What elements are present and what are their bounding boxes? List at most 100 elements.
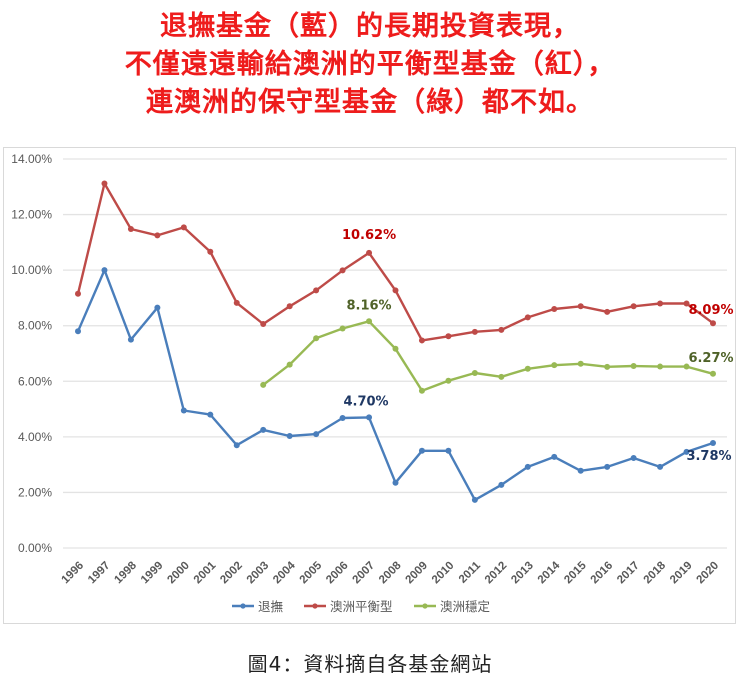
data-point-marker xyxy=(604,363,611,370)
x-axis-labels: 1996 1997 1998 1999 2000 2001 2002 2003 2004 2005… xyxy=(60,559,722,586)
data-point-marker xyxy=(260,426,267,433)
data-point-marker xyxy=(366,414,373,421)
x-tick-label: 2015 xyxy=(562,559,589,586)
data-point-marker xyxy=(551,362,558,369)
data-point-marker xyxy=(180,407,187,414)
data-point-marker xyxy=(207,248,214,255)
x-tick-label: 1997 xyxy=(86,560,113,587)
x-tick-label: 2010 xyxy=(430,560,457,587)
legend-label: 澳洲平衡型 xyxy=(330,599,393,614)
series-line xyxy=(76,268,714,502)
legend-label: 澳洲穩定 xyxy=(440,599,490,614)
data-point-marker xyxy=(313,287,320,294)
data-point-marker xyxy=(366,249,373,256)
legend-item-2: 澳洲穩定 xyxy=(414,599,490,614)
data-point-marker xyxy=(445,333,452,340)
series-line xyxy=(262,320,714,392)
legend-marker-icon xyxy=(422,603,428,609)
x-tick-label: 2004 xyxy=(271,559,298,586)
x-tick-label: 2011 xyxy=(457,559,484,586)
data-point-marker xyxy=(392,479,399,486)
x-tick-label: 1998 xyxy=(112,559,139,586)
data-point-marker xyxy=(498,373,505,380)
x-tick-label: 2003 xyxy=(245,560,272,587)
data-point-marker xyxy=(207,411,214,418)
legend: 退撫 澳洲平衡型 澳洲穩定 xyxy=(232,599,490,614)
data-point-marker xyxy=(418,337,425,344)
data-point-marker xyxy=(75,290,81,297)
data-point-marker xyxy=(524,314,531,321)
data-label: 8.16% xyxy=(346,298,391,313)
y-tick-label: 12.00% xyxy=(11,208,52,222)
series-0 xyxy=(75,267,716,503)
data-point-marker xyxy=(630,454,637,461)
data-point-marker xyxy=(498,326,505,333)
series-lines xyxy=(75,180,716,503)
data-point-marker xyxy=(366,318,373,325)
headline-line-2: 不僅遠遠輸給澳洲的平衡型基金（紅）， xyxy=(124,49,616,80)
data-point-marker xyxy=(127,226,134,233)
headline: 退撫基金（藍）的長期投資表現， 不僅遠遠輸給澳洲的平衡型基金（紅）， 連澳洲的保… xyxy=(0,8,740,122)
data-point-marker xyxy=(604,463,611,470)
x-tick-label: 2014 xyxy=(536,559,563,586)
data-point-marker xyxy=(418,387,425,394)
data-point-marker xyxy=(233,299,240,306)
data-point-marker xyxy=(445,377,452,384)
data-point-marker xyxy=(313,335,320,342)
data-point-marker xyxy=(260,321,267,328)
data-point-marker xyxy=(313,431,320,438)
data-point-marker xyxy=(710,320,716,327)
data-point-marker xyxy=(418,447,425,454)
data-point-marker xyxy=(577,467,584,474)
legend-label: 退撫 xyxy=(258,599,284,614)
x-tick-label: 2012 xyxy=(483,560,510,587)
data-label: 4.70% xyxy=(343,394,388,409)
x-tick-label: 2018 xyxy=(642,559,669,586)
data-point-marker xyxy=(551,453,558,460)
data-label: 10.62% xyxy=(342,228,396,243)
x-tick-label: 2008 xyxy=(377,559,404,586)
data-point-marker xyxy=(339,267,346,274)
data-point-marker xyxy=(392,287,399,294)
x-tick-label: 2013 xyxy=(509,560,536,587)
data-point-marker xyxy=(710,370,716,377)
y-tick-label: 2.00% xyxy=(18,485,52,499)
x-tick-label: 2006 xyxy=(324,560,351,587)
data-point-marker xyxy=(286,361,293,368)
data-point-marker xyxy=(683,300,690,307)
x-tick-label: 2000 xyxy=(165,560,192,587)
legend-marker-icon xyxy=(240,603,246,609)
y-axis-labels: 0.00% 2.00% 4.00% 6.00% 8.00% 10.00% 12.00% 14.… xyxy=(11,152,52,555)
y-tick-label: 6.00% xyxy=(18,374,52,388)
data-label: 6.27% xyxy=(688,351,733,366)
data-point-marker xyxy=(683,363,690,370)
data-point-marker xyxy=(154,232,161,239)
data-labels: 10.62% 8.16% 4.70% 8.09% 6.27% 3.78% xyxy=(342,228,734,464)
x-tick-label: 1996 xyxy=(60,560,87,587)
y-tick-label: 8.00% xyxy=(18,319,52,333)
x-tick-label: 2017 xyxy=(615,560,642,587)
data-point-marker xyxy=(260,381,267,388)
x-tick-label: 2019 xyxy=(668,560,695,587)
data-point-marker xyxy=(604,308,611,315)
data-point-marker xyxy=(710,439,716,446)
data-point-marker xyxy=(154,304,161,311)
data-point-marker xyxy=(392,345,399,352)
data-point-marker xyxy=(286,433,293,440)
legend-marker-icon xyxy=(312,603,318,609)
data-point-marker xyxy=(180,224,187,231)
data-point-marker xyxy=(471,328,478,335)
data-point-marker xyxy=(339,325,346,332)
x-tick-label: 2007 xyxy=(351,560,378,587)
data-point-marker xyxy=(630,303,637,310)
x-tick-label: 1999 xyxy=(139,560,166,587)
data-point-marker xyxy=(339,414,346,421)
headline-line-1: 退撫基金（藍）的長期投資表現， xyxy=(160,11,580,42)
series-1 xyxy=(75,180,716,344)
data-label: 8.09% xyxy=(688,303,733,318)
data-point-marker xyxy=(498,481,505,488)
data-point-marker xyxy=(75,328,81,335)
y-tick-label: 0.00% xyxy=(18,541,52,555)
chart-area xyxy=(3,147,736,624)
x-tick-label: 2005 xyxy=(298,559,325,586)
